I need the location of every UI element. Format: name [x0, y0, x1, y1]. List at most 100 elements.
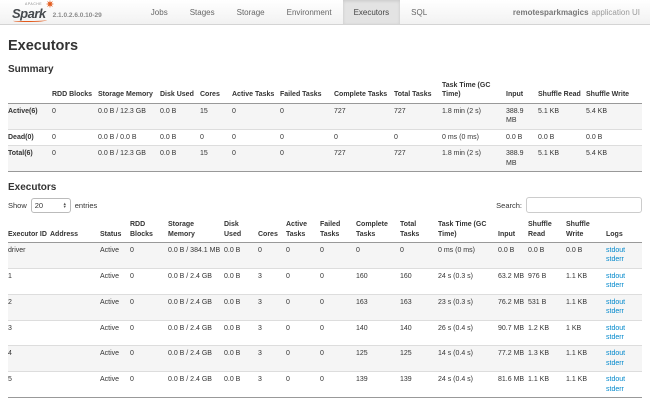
- stdout-link[interactable]: stdout: [606, 272, 626, 280]
- executor-cell: 3: [258, 371, 286, 398]
- spark-star-icon: ✷: [45, 0, 55, 11]
- column-header[interactable]: Disk Used: [160, 79, 200, 104]
- column-header[interactable]: Disk Used: [224, 218, 258, 243]
- entries-select[interactable]: 20 ▲ ▼: [30, 197, 71, 213]
- executor-cell: 1.1 KB: [566, 371, 606, 398]
- tab-stages[interactable]: Stages: [189, 7, 215, 17]
- column-header[interactable]: Storage Memory: [168, 218, 224, 243]
- stderr-link[interactable]: stderr: [606, 282, 624, 290]
- column-header[interactable]: Storage Memory: [98, 79, 160, 104]
- summary-cell: 1.8 min (2 s): [442, 102, 506, 130]
- column-header[interactable]: Cores: [200, 79, 232, 104]
- executor-cell: 0.0 B: [224, 371, 258, 398]
- column-header[interactable]: Active Tasks: [286, 218, 320, 243]
- column-header[interactable]: Failed Tasks: [280, 79, 334, 104]
- stdout-link[interactable]: stdout: [606, 376, 626, 384]
- summary-cell: 0.0 B / 12.3 GB: [98, 102, 160, 130]
- page-title: Executors: [8, 38, 79, 54]
- summary-cell: 0.0 B: [586, 128, 642, 146]
- column-header[interactable]: RDD Blocks: [130, 218, 168, 243]
- executor-cell: 0: [320, 293, 356, 321]
- column-header[interactable]: Task Time (GC Time): [438, 218, 498, 243]
- summary-cell: 0.0 B / 12.3 GB: [98, 145, 160, 172]
- executor-cell: 0: [130, 345, 168, 372]
- logs-cell: stdout stderr: [606, 293, 642, 321]
- column-header[interactable]: Logs: [606, 218, 642, 243]
- column-header[interactable]: Shuffle Write: [566, 218, 606, 243]
- tab-environment[interactable]: Environment: [286, 7, 332, 17]
- summary-cell: 727: [334, 145, 394, 172]
- stderr-link[interactable]: stderr: [606, 334, 624, 341]
- summary-cell: 388.9 MB: [506, 145, 538, 172]
- summary-cell: 0.0 B: [160, 128, 200, 146]
- executor-cell: 1.3 KB: [528, 345, 566, 372]
- column-header[interactable]: RDD Blocks: [52, 79, 98, 104]
- tab-executors[interactable]: Executors: [342, 0, 401, 24]
- column-header[interactable]: Shuffle Read: [538, 79, 586, 104]
- summary-cell: 1.8 min (2 s): [442, 145, 506, 172]
- executor-cell: 0: [130, 293, 168, 321]
- summary-cell: 0: [280, 102, 334, 130]
- column-header[interactable]: Address: [50, 218, 100, 243]
- summary-row-label: Total(6): [8, 145, 52, 172]
- tab-sql[interactable]: SQL: [411, 7, 428, 17]
- executor-cell: 163: [356, 293, 400, 321]
- executor-cell: 0: [286, 267, 320, 295]
- spark-swoosh: [13, 19, 47, 22]
- column-header[interactable]: Complete Tasks: [334, 79, 394, 104]
- executor-cell: 1.1 KB: [566, 293, 606, 321]
- tab-storage[interactable]: Storage: [236, 7, 265, 17]
- tab-jobs[interactable]: Jobs: [150, 7, 168, 17]
- column-header[interactable]: Shuffle Write: [586, 79, 642, 104]
- stdout-link[interactable]: stdout: [606, 350, 626, 358]
- executor-cell: 0: [400, 241, 438, 269]
- application-name: remotesparkmagics: [512, 7, 589, 17]
- stderr-link[interactable]: stderr: [606, 359, 624, 367]
- column-header[interactable]: Status: [100, 218, 130, 243]
- stderr-link[interactable]: stderr: [606, 308, 624, 316]
- search-label: Search:: [496, 200, 522, 210]
- column-header[interactable]: Input: [506, 79, 538, 104]
- stdout-link[interactable]: stdout: [606, 246, 626, 254]
- executor-cell: 0.0 B: [224, 345, 258, 372]
- executor-cell: 76.2 MB: [498, 293, 528, 321]
- executor-cell: [50, 267, 100, 295]
- executor-cell: 0.0 B: [528, 241, 566, 269]
- executor-row: 3 Active 0 0.0 B / 2.4 GB 0.0 B 3 0 0 140 140 26 s…: [8, 319, 642, 346]
- column-header[interactable]: Failed Tasks: [320, 218, 356, 243]
- executor-cell: 139: [400, 371, 438, 398]
- column-header[interactable]: Task Time (GC Time): [442, 79, 506, 104]
- column-header[interactable]: [8, 79, 52, 104]
- stderr-link[interactable]: stderr: [606, 385, 624, 393]
- executor-cell: 0: [130, 241, 168, 269]
- spark-logo: APACHE Spark ✷: [12, 0, 55, 23]
- stdout-link[interactable]: stdout: [606, 298, 626, 306]
- column-header[interactable]: Active Tasks: [232, 79, 280, 104]
- executor-cell: Active: [100, 293, 130, 321]
- column-header[interactable]: Total Tasks: [394, 79, 442, 104]
- executor-cell: 0: [320, 267, 356, 295]
- executor-cell: [50, 319, 100, 346]
- executor-row: 1 Active 0 0.0 B / 2.4 GB 0.0 B 3 0 0 160 160 24 s…: [8, 267, 642, 295]
- column-header[interactable]: Input: [498, 218, 528, 243]
- executor-cell: 1: [8, 267, 50, 295]
- executor-cell: 0.0 B: [224, 267, 258, 295]
- executor-cell: 0: [320, 319, 356, 346]
- executor-cell: 1 KB: [566, 319, 606, 346]
- stderr-link[interactable]: stderr: [606, 256, 624, 264]
- top-navbar: APACHE Spark ✷ 2.1.0.2.6.0.10-29 Jobs Sta…: [0, 0, 650, 25]
- executor-row: 4 Active 0 0.0 B / 2.4 GB 0.0 B 3 0 0 125 125 14 s…: [8, 345, 642, 372]
- summary-table: RDD Blocks Storage Memory Disk Used Cores Ac…: [8, 79, 642, 173]
- column-header[interactable]: Shuffle Read: [528, 218, 566, 243]
- search-input[interactable]: [526, 197, 642, 214]
- stdout-link[interactable]: stdout: [606, 324, 626, 332]
- executor-cell: 0.0 B: [224, 319, 258, 346]
- column-header[interactable]: Executor ID: [8, 218, 50, 243]
- column-header[interactable]: Complete Tasks: [356, 218, 400, 243]
- column-header[interactable]: Total Tasks: [400, 218, 438, 243]
- executor-cell: 14 s (0.4 s): [438, 345, 498, 372]
- summary-row-label: Active(6): [8, 102, 52, 130]
- executor-cell: 0 ms (0 ms): [438, 241, 498, 269]
- summary-cell: 727: [334, 102, 394, 130]
- column-header[interactable]: Cores: [258, 218, 286, 243]
